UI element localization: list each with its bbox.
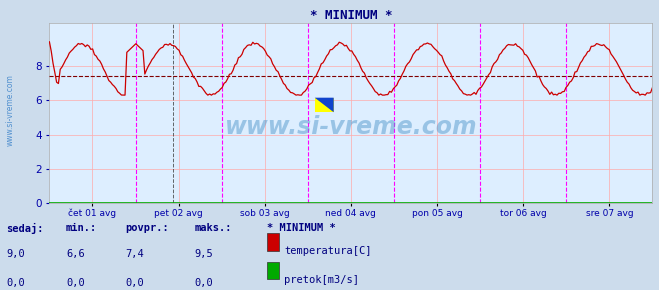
Text: 0,0: 0,0 (125, 278, 144, 288)
Text: 0,0: 0,0 (66, 278, 84, 288)
Text: * MINIMUM *: * MINIMUM * (267, 223, 335, 233)
Text: min.:: min.: (66, 223, 97, 233)
Text: www.si-vreme.com: www.si-vreme.com (5, 74, 14, 146)
Title: * MINIMUM *: * MINIMUM * (310, 9, 392, 22)
Polygon shape (315, 98, 333, 112)
Text: pretok[m3/s]: pretok[m3/s] (284, 275, 359, 284)
Text: temperatura[C]: temperatura[C] (284, 246, 372, 256)
Text: 0,0: 0,0 (7, 278, 25, 288)
Text: 9,0: 9,0 (7, 249, 25, 259)
Text: sedaj:: sedaj: (7, 223, 44, 234)
Text: www.si-vreme.com: www.si-vreme.com (225, 115, 477, 139)
Text: 9,5: 9,5 (194, 249, 213, 259)
Text: 0,0: 0,0 (194, 278, 213, 288)
Bar (315, 98, 333, 112)
Bar (267, 233, 279, 251)
Text: povpr.:: povpr.: (125, 223, 169, 233)
Text: 6,6: 6,6 (66, 249, 84, 259)
Text: maks.:: maks.: (194, 223, 232, 233)
Bar (267, 262, 279, 280)
Text: 7,4: 7,4 (125, 249, 144, 259)
